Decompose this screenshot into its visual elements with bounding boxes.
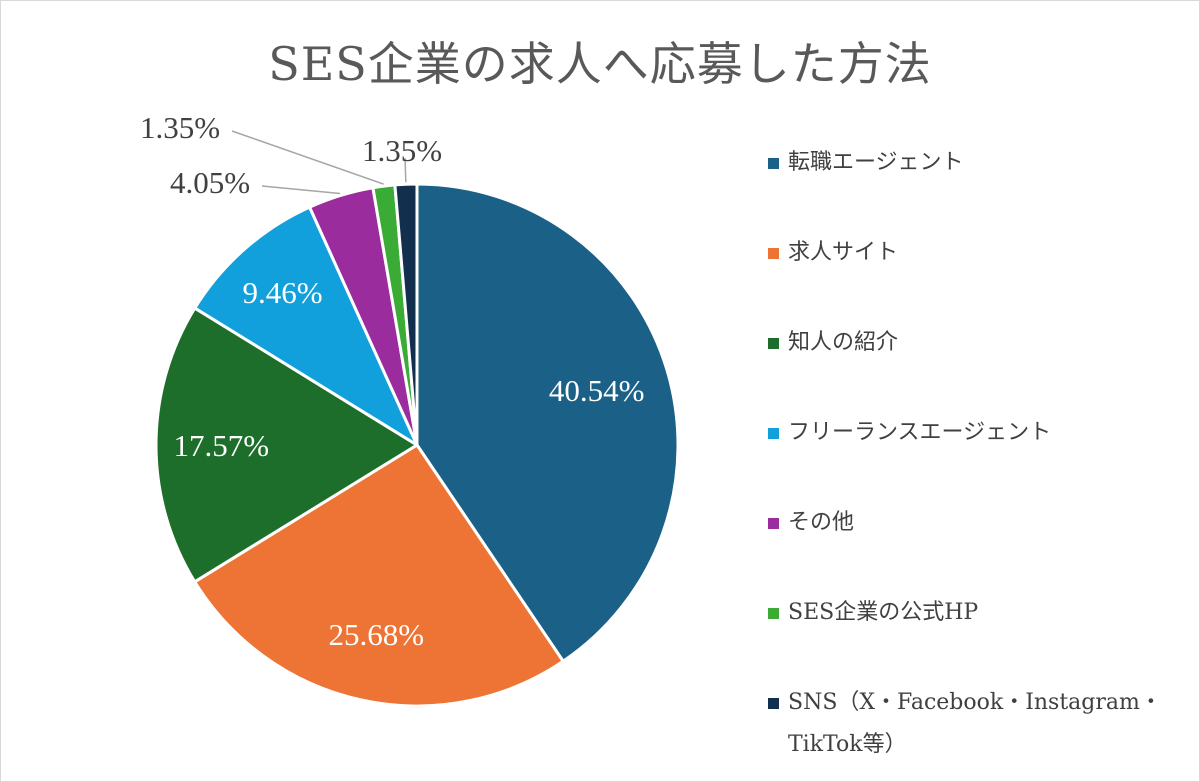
legend-item-5: その他 [768, 502, 1188, 544]
leader-lines [231, 130, 407, 195]
pie-slice-7 [393, 182, 419, 447]
legend-swatch-4 [768, 428, 779, 439]
pie-slice-3 [154, 306, 419, 584]
legend-swatch-3 [768, 338, 779, 349]
legend-label-6: SES企業の公式HP [788, 600, 979, 625]
legend-item-6: SES企業の公式HP [768, 592, 1188, 634]
legend-swatch-7 [768, 698, 779, 709]
chart-title: SES企業の求人へ応募した方法 [268, 37, 932, 91]
slice-labels: 40.54% 25.68% 17.57% 9.46% 4.05% 1.35% 1.35% [140, 110, 645, 652]
legend-label-4: フリーランスエージェント [788, 420, 1052, 445]
pie-slice-2 [193, 443, 565, 708]
slice-label-7: 1.35% [362, 133, 442, 168]
legend-label-7: SNS（X・Facebook・Instagram・TikTok等） [788, 690, 1162, 757]
legend-label-3: 知人の紹介 [788, 330, 899, 355]
slice-label-2: 25.68% [329, 617, 425, 652]
legend-item-1: 転職エージェント [768, 142, 1188, 184]
pie-slice-4 [193, 205, 419, 447]
legend-label-1: 転職エージェント [788, 150, 964, 175]
leader-line-6 [231, 130, 384, 185]
slice-label-5: 4.05% [170, 165, 250, 200]
slice-label-3: 17.57% [173, 428, 269, 463]
legend-swatch-1 [768, 158, 779, 169]
legend-item-4: フリーランスエージェント [768, 412, 1188, 454]
legend-item-2: 求人サイト [768, 232, 1188, 274]
pie-slice-1 [415, 182, 680, 663]
legend-swatch-5 [768, 518, 779, 529]
legend-label-5: その他 [788, 510, 855, 535]
leader-line-5 [261, 185, 341, 195]
legend-label-2: 求人サイト [788, 240, 899, 265]
legend-item-3: 知人の紹介 [768, 322, 1188, 364]
legend-swatch-2 [768, 248, 779, 259]
slice-label-6: 1.35% [140, 110, 220, 145]
slice-label-1: 40.54% [549, 373, 645, 408]
leader-line-7 [404, 157, 407, 183]
slice-label-4: 9.46% [243, 275, 323, 310]
legend-swatch-6 [768, 608, 779, 619]
pie-slices [154, 182, 680, 708]
legend-item-7: SNS（X・Facebook・Instagram・TikTok等） [768, 682, 1188, 766]
